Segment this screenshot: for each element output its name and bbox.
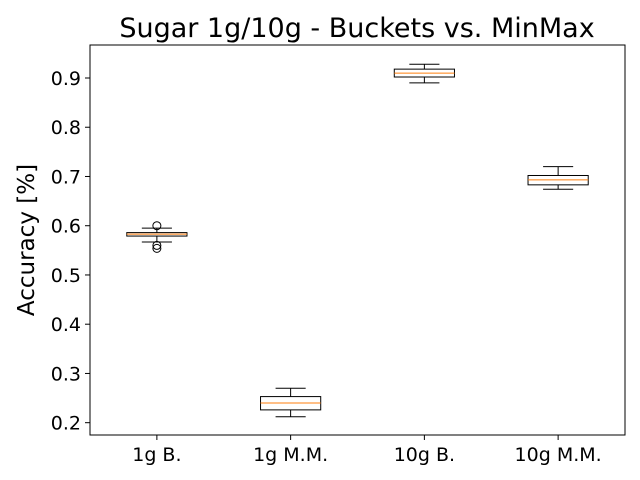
- x-tick-label: 10g M.M.: [515, 444, 602, 466]
- plot-area: 0.2 0.3 0.4 0.5 0.6 0.7 0.8 0.9 1g B. 1g M.M. 10g …: [51, 44, 626, 466]
- y-tick-label: 0.5: [51, 265, 81, 287]
- outlier-point: [152, 243, 162, 253]
- x-tick-label: 1g B.: [132, 444, 181, 466]
- y-tick-label: 0.6: [51, 216, 81, 238]
- y-tick-label: 0.3: [51, 363, 81, 385]
- y-tick-label: 0.8: [51, 117, 81, 139]
- y-tick-label: 0.9: [51, 68, 81, 90]
- x-tick-label: 1g M.M.: [253, 444, 328, 466]
- plot-frame: [89, 44, 626, 436]
- chart-title: Sugar 1g/10g - Buckets vs. MinMax: [119, 13, 594, 44]
- y-axis-label: Accuracy [%]: [14, 164, 40, 316]
- y-tick-label: 0.7: [51, 166, 81, 188]
- y-tick-label: 0.4: [51, 314, 81, 336]
- outlier-point: [152, 221, 162, 231]
- x-tick-label: 10g B.: [394, 444, 455, 466]
- y-tick-label: 0.2: [51, 413, 81, 435]
- outlier-point: [152, 240, 162, 250]
